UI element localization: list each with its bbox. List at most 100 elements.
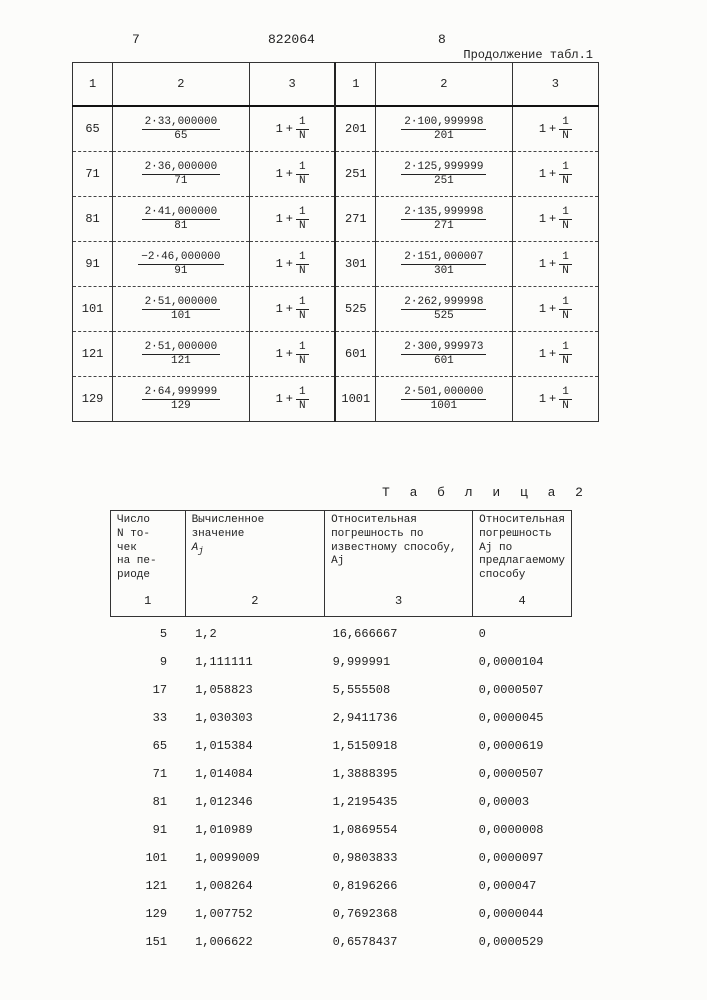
t1-fraction: 2·33,00000065 xyxy=(142,117,221,142)
table-row: 1212·51,0000001211+1N6012·300,9999736011… xyxy=(73,332,599,377)
t1-c5: 2·300,999973601 xyxy=(376,332,513,377)
t1-c4: 525 xyxy=(335,287,375,332)
t1-c4: 301 xyxy=(335,242,375,287)
table-row: 911,0109891,08695540,0000008 xyxy=(111,816,572,844)
t1-fraction: 2·41,00000081 xyxy=(142,207,221,232)
t2-c1: 121 xyxy=(111,872,186,900)
table-row: 812·41,000000811+1N2712·135,9999982711+1… xyxy=(73,197,599,242)
t2-c1: 71 xyxy=(111,760,186,788)
t2-c4: 0 xyxy=(473,616,572,648)
t1-col-header: 2 xyxy=(113,63,250,107)
t2-c4: 0,0000097 xyxy=(473,844,572,872)
t1-fraction: 2·51,000000101 xyxy=(142,297,221,322)
t2-header-3: Относительная погрешность по известному … xyxy=(325,511,473,586)
t2-c3: 1,3888395 xyxy=(325,760,473,788)
t1-c2: 2·33,00000065 xyxy=(113,106,250,152)
t1-c3: 1+1N xyxy=(249,197,335,242)
t1-c4: 201 xyxy=(335,106,375,152)
t2-c2: 1,058823 xyxy=(185,676,325,704)
table-2: ЧислоN то-чекна пе-риоде Вычисленноезнач… xyxy=(110,510,572,956)
t2-c3: 1,2195435 xyxy=(325,788,473,816)
t1-c3: 1+1N xyxy=(249,287,335,332)
t2-c3: 5,555508 xyxy=(325,676,473,704)
t2-c4: 0,0000008 xyxy=(473,816,572,844)
t1-expr: 1+1N xyxy=(276,167,309,181)
t2-c4: 0,0000619 xyxy=(473,732,572,760)
t2-c2: 1,0099009 xyxy=(185,844,325,872)
t2-c2: 1,015384 xyxy=(185,732,325,760)
t2-c2: 1,007752 xyxy=(185,900,325,928)
t2-c3: 1,0869554 xyxy=(325,816,473,844)
t2-c2: 1,010989 xyxy=(185,816,325,844)
t2-c1: 5 xyxy=(111,616,186,648)
t1-c2: 2·64,999999129 xyxy=(113,377,250,422)
t2-header-1: ЧислоN то-чекна пе-риоде xyxy=(111,511,186,586)
t1-expr: 1+1N xyxy=(276,347,309,361)
t1-expr: 1+1N xyxy=(276,122,309,136)
t2-c3: 9,999991 xyxy=(325,648,473,676)
t2-c1: 101 xyxy=(111,844,186,872)
t1-col-header: 1 xyxy=(73,63,113,107)
t2-h2-text: Вычисленноезначение Aj xyxy=(192,514,265,554)
table-2-label: Т а б л и ц а 2 xyxy=(382,485,589,500)
table-1-continuation-label: Продолжение табл.1 xyxy=(463,48,593,62)
t2-c3: 2,9411736 xyxy=(325,704,473,732)
t1-col-header: 2 xyxy=(376,63,513,107)
t2-colnum: 4 xyxy=(473,586,572,617)
t2-c2: 1,008264 xyxy=(185,872,325,900)
page-col-num-right: 8 xyxy=(438,32,446,47)
t2-c2: 1,2 xyxy=(185,616,325,648)
table-1-container: Продолжение табл.1 1 2 3 1 2 3 652·33,00… xyxy=(72,62,599,422)
t2-body: 51,216,666667091,1111119,9999910,0000104… xyxy=(111,616,572,956)
t1-c6: 1+1N xyxy=(512,106,598,152)
t2-c2: 1,012346 xyxy=(185,788,325,816)
t2-c1: 151 xyxy=(111,928,186,956)
t2-header-2: Вычисленноезначение Aj xyxy=(185,511,325,586)
t1-expr: 1+1N xyxy=(276,392,309,406)
t1-c1: 65 xyxy=(73,106,113,152)
t1-c1: 129 xyxy=(73,377,113,422)
t1-expr: 1+1N xyxy=(539,392,572,406)
table-row: 331,0303032,94117360,0000045 xyxy=(111,704,572,732)
t1-c6: 1+1N xyxy=(512,152,598,197)
t1-c4: 1001 xyxy=(335,377,375,422)
t2-c1: 91 xyxy=(111,816,186,844)
t1-expr: 1+1N xyxy=(539,167,572,181)
t2-c4: 0,0000529 xyxy=(473,928,572,956)
t1-fraction: 2·100,999998201 xyxy=(401,117,486,142)
t1-fraction: 2·51,000000121 xyxy=(142,342,221,367)
t1-c5: 2·135,999998271 xyxy=(376,197,513,242)
t2-c3: 1,5150918 xyxy=(325,732,473,760)
t2-c1: 17 xyxy=(111,676,186,704)
table-row: 1292·64,9999991291+1N10012·501,000000100… xyxy=(73,377,599,422)
t1-c1: 101 xyxy=(73,287,113,332)
table-row: 1511,0066220,65784370,0000529 xyxy=(111,928,572,956)
t1-c2: 2·36,00000071 xyxy=(113,152,250,197)
t2-colnum: 2 xyxy=(185,586,325,617)
t1-c4: 601 xyxy=(335,332,375,377)
table-2-container: ЧислоN то-чекна пе-риоде Вычисленноезнач… xyxy=(110,510,572,956)
t2-c1: 33 xyxy=(111,704,186,732)
t1-expr: 1+1N xyxy=(539,212,572,226)
t1-c6: 1+1N xyxy=(512,242,598,287)
t1-col-header: 3 xyxy=(512,63,598,107)
t2-c4: 0,0000104 xyxy=(473,648,572,676)
t2-colnum: 3 xyxy=(325,586,473,617)
t2-h4-text: Относительная погрешность Aj по предлага… xyxy=(479,514,565,581)
table-1: 1 2 3 1 2 3 652·33,000000651+1N2012·100,… xyxy=(72,62,599,422)
t1-c3: 1+1N xyxy=(249,152,335,197)
page-col-num-left: 7 xyxy=(132,32,140,47)
table-row: 711,0140841,38883950,0000507 xyxy=(111,760,572,788)
t2-colnum: 1 xyxy=(111,586,186,617)
t2-c2: 1,014084 xyxy=(185,760,325,788)
t1-fraction: 2·262,999998525 xyxy=(401,297,486,322)
t1-c2: 2·41,00000081 xyxy=(113,197,250,242)
t1-c3: 1+1N xyxy=(249,106,335,152)
t2-c3: 0,9803833 xyxy=(325,844,473,872)
t1-c6: 1+1N xyxy=(512,332,598,377)
t2-c4: 0,0000045 xyxy=(473,704,572,732)
patent-number: 822064 xyxy=(268,32,315,47)
table-row: 65 2·33,00000065 1+1N 201 2·100,999998201 1+1… xyxy=(73,106,599,152)
table-row: 91,1111119,9999910,0000104 xyxy=(111,648,572,676)
t2-c1: 9 xyxy=(111,648,186,676)
